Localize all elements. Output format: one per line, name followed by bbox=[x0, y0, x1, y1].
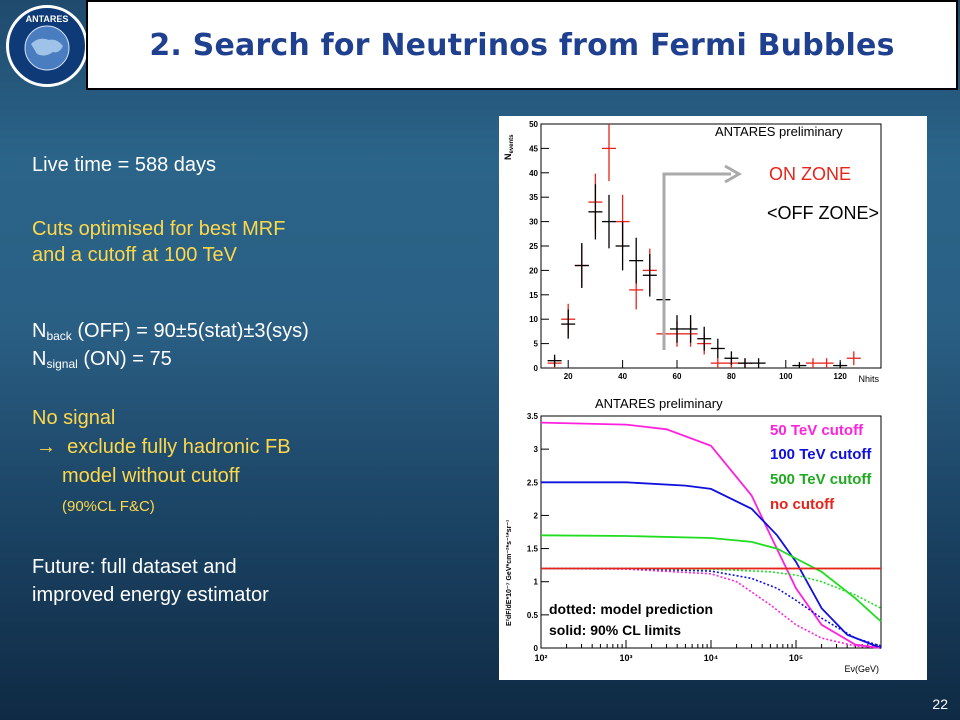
top-x-tick-label: 120 bbox=[834, 372, 848, 381]
bottom-y-tick-label: 2 bbox=[534, 511, 539, 520]
nsignal-value: (ON) = 75 bbox=[77, 348, 172, 370]
top-y-tick-label: 20 bbox=[529, 266, 538, 275]
bottom-y-tick-label: 1 bbox=[534, 578, 539, 587]
top-y-tick-label: 15 bbox=[529, 291, 538, 300]
chart-panel: 0 5 10 15 20 25 30 35 40 45 50 20 40 60 80 100 120 ANTAR… bbox=[499, 116, 927, 680]
model-curve-50 bbox=[540, 567, 882, 649]
top-ylabel: Nevents bbox=[503, 134, 515, 160]
nback-symbol: N bbox=[32, 320, 47, 342]
bottom-preliminary-label: ANTARES preliminary bbox=[595, 396, 723, 411]
bottom-x-tick-label: 10⁵ bbox=[789, 653, 803, 663]
exclude-text-1: exclude fully hadronic FB bbox=[67, 436, 291, 458]
right-arrow-icon: → bbox=[36, 436, 56, 458]
bottom-y-tick-label: 3 bbox=[534, 445, 539, 454]
future-line-1: Future: full dataset and bbox=[32, 556, 237, 578]
top-x-tick-label: 80 bbox=[727, 372, 736, 381]
title-bar: 2. Search for Neutrinos from Fermi Bubbl… bbox=[86, 0, 958, 90]
top-y-tick-label: 10 bbox=[529, 315, 538, 324]
limit-curve-100 bbox=[541, 481, 882, 649]
bottom-y-tick-label: 2.5 bbox=[527, 478, 539, 487]
page-number: 22 bbox=[932, 696, 948, 712]
nsignal-symbol: N bbox=[32, 348, 47, 370]
bottom-x-tick-label: 10³ bbox=[619, 653, 632, 663]
bottom-y-tick-label: 1.5 bbox=[527, 545, 539, 554]
top-xlabel: Nhits bbox=[858, 374, 879, 384]
top-x-tick-label: 40 bbox=[618, 372, 627, 381]
bottom-chart-frame bbox=[540, 415, 882, 649]
legend-no-cutoff: no cutoff bbox=[770, 496, 835, 513]
legend-100-tev: 100 TeV cutoff bbox=[770, 446, 872, 463]
cuts-line-2: and a cutoff at 100 TeV bbox=[32, 244, 237, 266]
logo-text: ANTARES bbox=[26, 14, 69, 24]
cuts-line-1: Cuts optimised for best MRF bbox=[32, 218, 286, 240]
note-solid: solid: 90% CL limits bbox=[549, 622, 681, 638]
antares-logo: ANTARES bbox=[6, 5, 88, 87]
bottom-xlabel: Eν(GeV) bbox=[844, 664, 879, 674]
globe-icon: ANTARES bbox=[10, 9, 84, 83]
limit-curve-50 bbox=[540, 421, 882, 649]
top-y-tick-label: 45 bbox=[529, 144, 538, 153]
annotation-arrow-line bbox=[662, 172, 731, 350]
nback-value: (OFF) = 90±5(stat)±3(sys) bbox=[71, 320, 309, 342]
nsignal-subscript: signal bbox=[46, 357, 78, 371]
slide-title: 2. Search for Neutrinos from Fermi Bubbl… bbox=[149, 27, 895, 63]
no-signal-text: No signal bbox=[32, 407, 116, 429]
note-dotted: dotted: model prediction bbox=[549, 601, 713, 617]
legend-50-tev: 50 TeV cutoff bbox=[770, 422, 864, 439]
top-y-tick-label: 35 bbox=[529, 193, 538, 202]
top-ylabel-main: N bbox=[503, 154, 513, 161]
bottom-y-tick-label: 0 bbox=[534, 644, 539, 653]
annotation-arrowhead-icon bbox=[724, 164, 743, 184]
top-ylabel-sub: events bbox=[509, 134, 515, 154]
bottom-y-tick-label: 0.5 bbox=[527, 611, 539, 620]
exclude-line-1: → exclude fully hadronic FB bbox=[36, 434, 291, 460]
legend-500-tev: 500 TeV cutoff bbox=[770, 471, 872, 488]
bottom-ylabel: E²dF/dE*10⁻⁷ GeV*cm⁻²*s⁻¹*sr⁻¹ bbox=[506, 519, 513, 626]
cl-note: (90%CL F&C) bbox=[62, 498, 155, 515]
future-line-2: improved energy estimator bbox=[32, 584, 269, 606]
top-y-tick-label: 30 bbox=[529, 218, 538, 227]
top-y-tick-label: 25 bbox=[529, 242, 538, 251]
top-chart-frame bbox=[540, 123, 882, 369]
bottom-y-tick-label: 3.5 bbox=[527, 412, 539, 421]
nsignal-line: Nsignal (ON) = 75 bbox=[32, 346, 172, 377]
top-y-tick-label: 0 bbox=[534, 364, 539, 373]
bottom-chart-marks bbox=[540, 421, 882, 649]
nback-subscript: back bbox=[46, 329, 72, 343]
top-x-tick-label: 60 bbox=[673, 372, 682, 381]
exclude-line-2: model without cutoff bbox=[62, 465, 240, 487]
limit-curve-500 bbox=[540, 534, 882, 623]
top-chart-axes: 0 5 10 15 20 25 30 35 40 45 50 20 40 60 80 100 120 bbox=[529, 120, 847, 381]
bottom-x-tick-label: 10⁴ bbox=[704, 653, 718, 663]
live-time-text: Live time = 588 days bbox=[32, 154, 216, 176]
bottom-x-tick-label: 10² bbox=[534, 653, 547, 663]
off-zone-legend: <OFF ZONE> bbox=[767, 203, 879, 223]
top-y-tick-label: 50 bbox=[529, 120, 538, 129]
on-zone-legend: ON ZONE bbox=[769, 164, 851, 184]
nback-line: Nback (OFF) = 90±5(stat)±3(sys) bbox=[32, 318, 309, 349]
top-preliminary-label: ANTARES preliminary bbox=[715, 124, 843, 139]
top-x-tick-label: 20 bbox=[564, 372, 573, 381]
top-y-tick-label: 5 bbox=[534, 340, 539, 349]
top-x-tick-label: 100 bbox=[779, 372, 793, 381]
top-y-tick-label: 40 bbox=[529, 169, 538, 178]
